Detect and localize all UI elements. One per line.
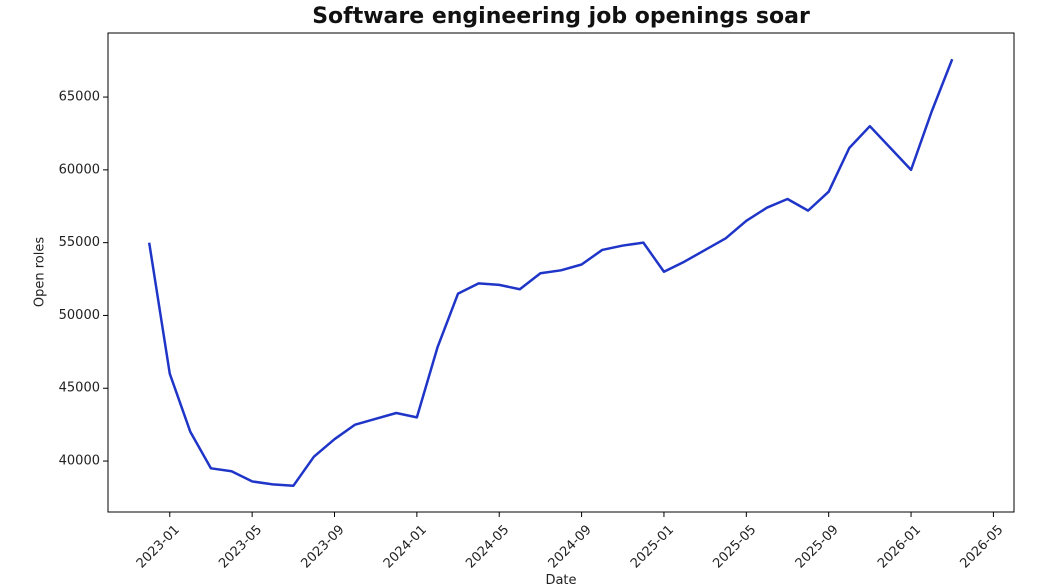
x-axis-label: Date: [545, 573, 576, 585]
x-tick-label: 2025-05: [710, 522, 759, 571]
x-tick-label: 2023-05: [216, 522, 265, 571]
x-tick-label: 2023-01: [134, 522, 183, 571]
x-tick-label: 2024-05: [463, 522, 512, 571]
x-tick-label: 2026-05: [957, 522, 1006, 571]
y-tick-label: 55000: [59, 235, 100, 250]
chart-title: Software engineering job openings soar: [312, 4, 810, 29]
y-tick-label: 40000: [59, 454, 100, 469]
x-tick-label: 2024-01: [381, 522, 430, 571]
x-tick-label: 2023-09: [299, 522, 348, 571]
x-tick-label: 2026-01: [875, 522, 924, 571]
y-tick-label: 60000: [59, 162, 100, 177]
x-tick-label: 2024-09: [546, 522, 595, 571]
x-tick-label: 2025-09: [793, 522, 842, 571]
data-line: [147, 58, 954, 488]
plot-frame: [107, 32, 1015, 513]
y-tick-label: 65000: [59, 90, 100, 105]
y-tick-label: 50000: [59, 308, 100, 323]
y-axis-label: Open roles: [33, 237, 48, 307]
y-tick-label: 45000: [59, 381, 100, 396]
x-tick-label: 2025-01: [628, 522, 677, 571]
